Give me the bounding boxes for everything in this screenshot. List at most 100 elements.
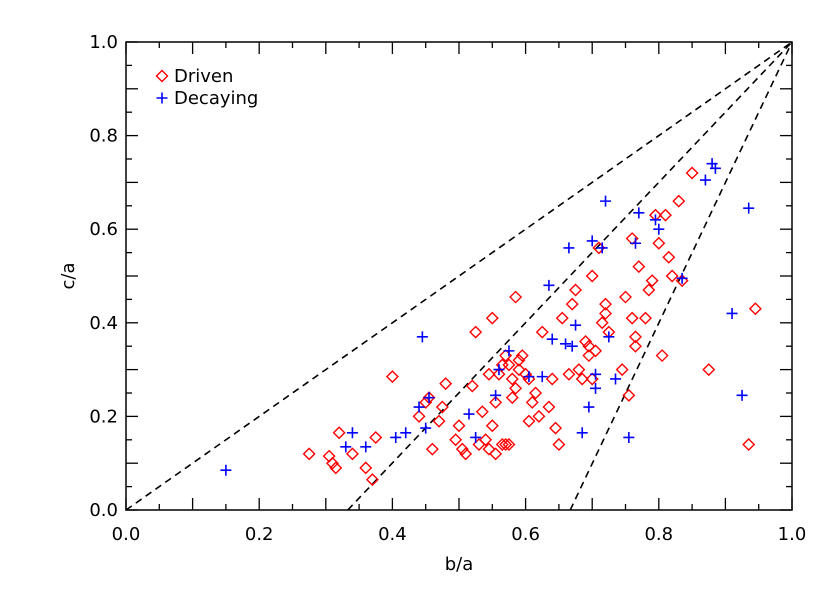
data-point-driven-83	[642, 283, 656, 297]
data-point-driven-13	[425, 442, 439, 456]
data-point-driven-22	[469, 325, 483, 339]
data-point-decaying-11	[470, 431, 482, 443]
data-point-decaying-31	[610, 373, 622, 385]
data-point-decaying-0	[220, 464, 232, 476]
data-point-driven-4	[332, 426, 346, 440]
data-point-decaying-4	[390, 431, 402, 443]
x-tick-labels: 0.0 0.2 0.4 0.6 0.8 1.0	[112, 524, 807, 545]
data-point-driven-29	[485, 419, 499, 433]
data-point-driven-55	[549, 421, 563, 435]
y-tick-label: 0.2	[89, 406, 118, 427]
data-point-decaying-28	[596, 242, 608, 254]
data-point-decaying-35	[649, 214, 661, 226]
data-point-decaying-14	[503, 345, 515, 357]
data-points	[220, 158, 762, 487]
data-point-decaying-40	[709, 162, 721, 174]
data-point-driven-76	[622, 388, 636, 402]
data-point-driven-7	[365, 473, 379, 487]
y-axis-title: c/a	[58, 263, 79, 290]
data-point-driven-26	[482, 442, 496, 456]
data-point-decaying-34	[633, 207, 645, 219]
data-point-decaying-19	[560, 338, 572, 350]
data-point-driven-62	[575, 372, 589, 386]
y-tick-label: 0.8	[89, 126, 118, 147]
y-tick-label: 1.0	[89, 32, 118, 53]
data-point-driven-17	[449, 433, 463, 447]
data-point-driven-9	[385, 370, 399, 384]
data-point-driven-64	[582, 339, 596, 353]
data-point-driven-66	[585, 269, 599, 283]
data-point-driven-2	[325, 456, 339, 470]
data-point-decaying-8	[420, 422, 432, 434]
data-point-driven-0	[302, 447, 316, 461]
data-point-driven-93	[685, 166, 699, 180]
data-point-driven-1	[322, 449, 336, 463]
data-point-driven-95	[742, 437, 756, 451]
data-point-driven-33	[495, 437, 509, 451]
data-point-driven-14	[432, 414, 446, 428]
data-point-decaying-23	[576, 427, 588, 439]
data-point-driven-96	[748, 302, 762, 316]
y-tick-labels: 0.0 0.2 0.4 0.6 0.8 1.0	[89, 32, 118, 521]
data-point-decaying-24	[583, 401, 595, 413]
data-point-driven-71	[599, 297, 613, 311]
data-point-driven-32	[492, 367, 506, 381]
data-point-decaying-13	[493, 364, 505, 376]
data-point-decaying-6	[413, 401, 425, 413]
data-point-driven-27	[482, 367, 496, 381]
data-point-driven-50	[529, 386, 543, 400]
data-point-decaying-18	[546, 333, 558, 345]
data-point-driven-87	[655, 349, 669, 363]
data-point-driven-31	[489, 447, 503, 461]
data-point-driven-60	[569, 283, 583, 297]
data-point-decaying-12	[490, 389, 502, 401]
data-point-decaying-17	[543, 279, 555, 291]
x-tick-label: 0.8	[644, 524, 673, 545]
data-point-driven-37	[502, 437, 516, 451]
data-point-decaying-16	[536, 371, 548, 383]
data-point-decaying-36	[653, 223, 665, 235]
data-point-decaying-1	[340, 441, 352, 453]
data-point-driven-45	[515, 349, 529, 363]
data-point-decaying-41	[726, 307, 738, 319]
data-point-decaying-32	[623, 431, 635, 443]
legend-marker-decaying	[156, 92, 168, 104]
data-point-driven-78	[625, 311, 639, 325]
data-point-driven-49	[525, 395, 539, 409]
data-point-driven-25	[479, 433, 493, 447]
data-point-decaying-7	[416, 331, 428, 343]
data-point-decaying-10	[463, 408, 475, 420]
data-point-decaying-26	[590, 368, 602, 380]
data-point-driven-44	[512, 363, 526, 377]
data-point-driven-61	[572, 363, 586, 377]
data-point-driven-24	[475, 405, 489, 419]
legend-label-driven: Driven	[174, 66, 233, 87]
data-point-driven-94	[702, 363, 716, 377]
reference-line-1	[347, 42, 792, 510]
data-point-driven-79	[629, 339, 642, 353]
x-tick-label: 0.6	[511, 524, 540, 545]
data-point-driven-10	[412, 409, 426, 423]
data-point-decaying-33	[629, 237, 641, 249]
legend-item-driven: Driven	[155, 66, 233, 87]
data-point-decaying-21	[566, 340, 578, 352]
data-point-driven-91	[672, 194, 686, 208]
reference-line-0	[126, 42, 792, 510]
y-tick-label: 0.0	[89, 500, 118, 521]
data-point-driven-20	[459, 447, 473, 461]
data-point-driven-18	[452, 419, 466, 433]
data-point-driven-3	[329, 461, 343, 475]
legend-label-decaying: Decaying	[174, 88, 258, 109]
data-point-driven-41	[509, 290, 523, 304]
data-point-driven-6	[359, 461, 373, 475]
data-point-driven-74	[615, 363, 629, 377]
data-point-driven-5	[345, 447, 359, 461]
data-point-driven-84	[645, 274, 659, 288]
data-point-driven-53	[542, 400, 556, 414]
data-point-decaying-9	[423, 392, 435, 404]
x-tick-label: 1.0	[778, 524, 807, 545]
data-point-driven-38	[502, 358, 516, 372]
data-point-driven-57	[555, 311, 569, 325]
series-decaying	[220, 158, 755, 476]
